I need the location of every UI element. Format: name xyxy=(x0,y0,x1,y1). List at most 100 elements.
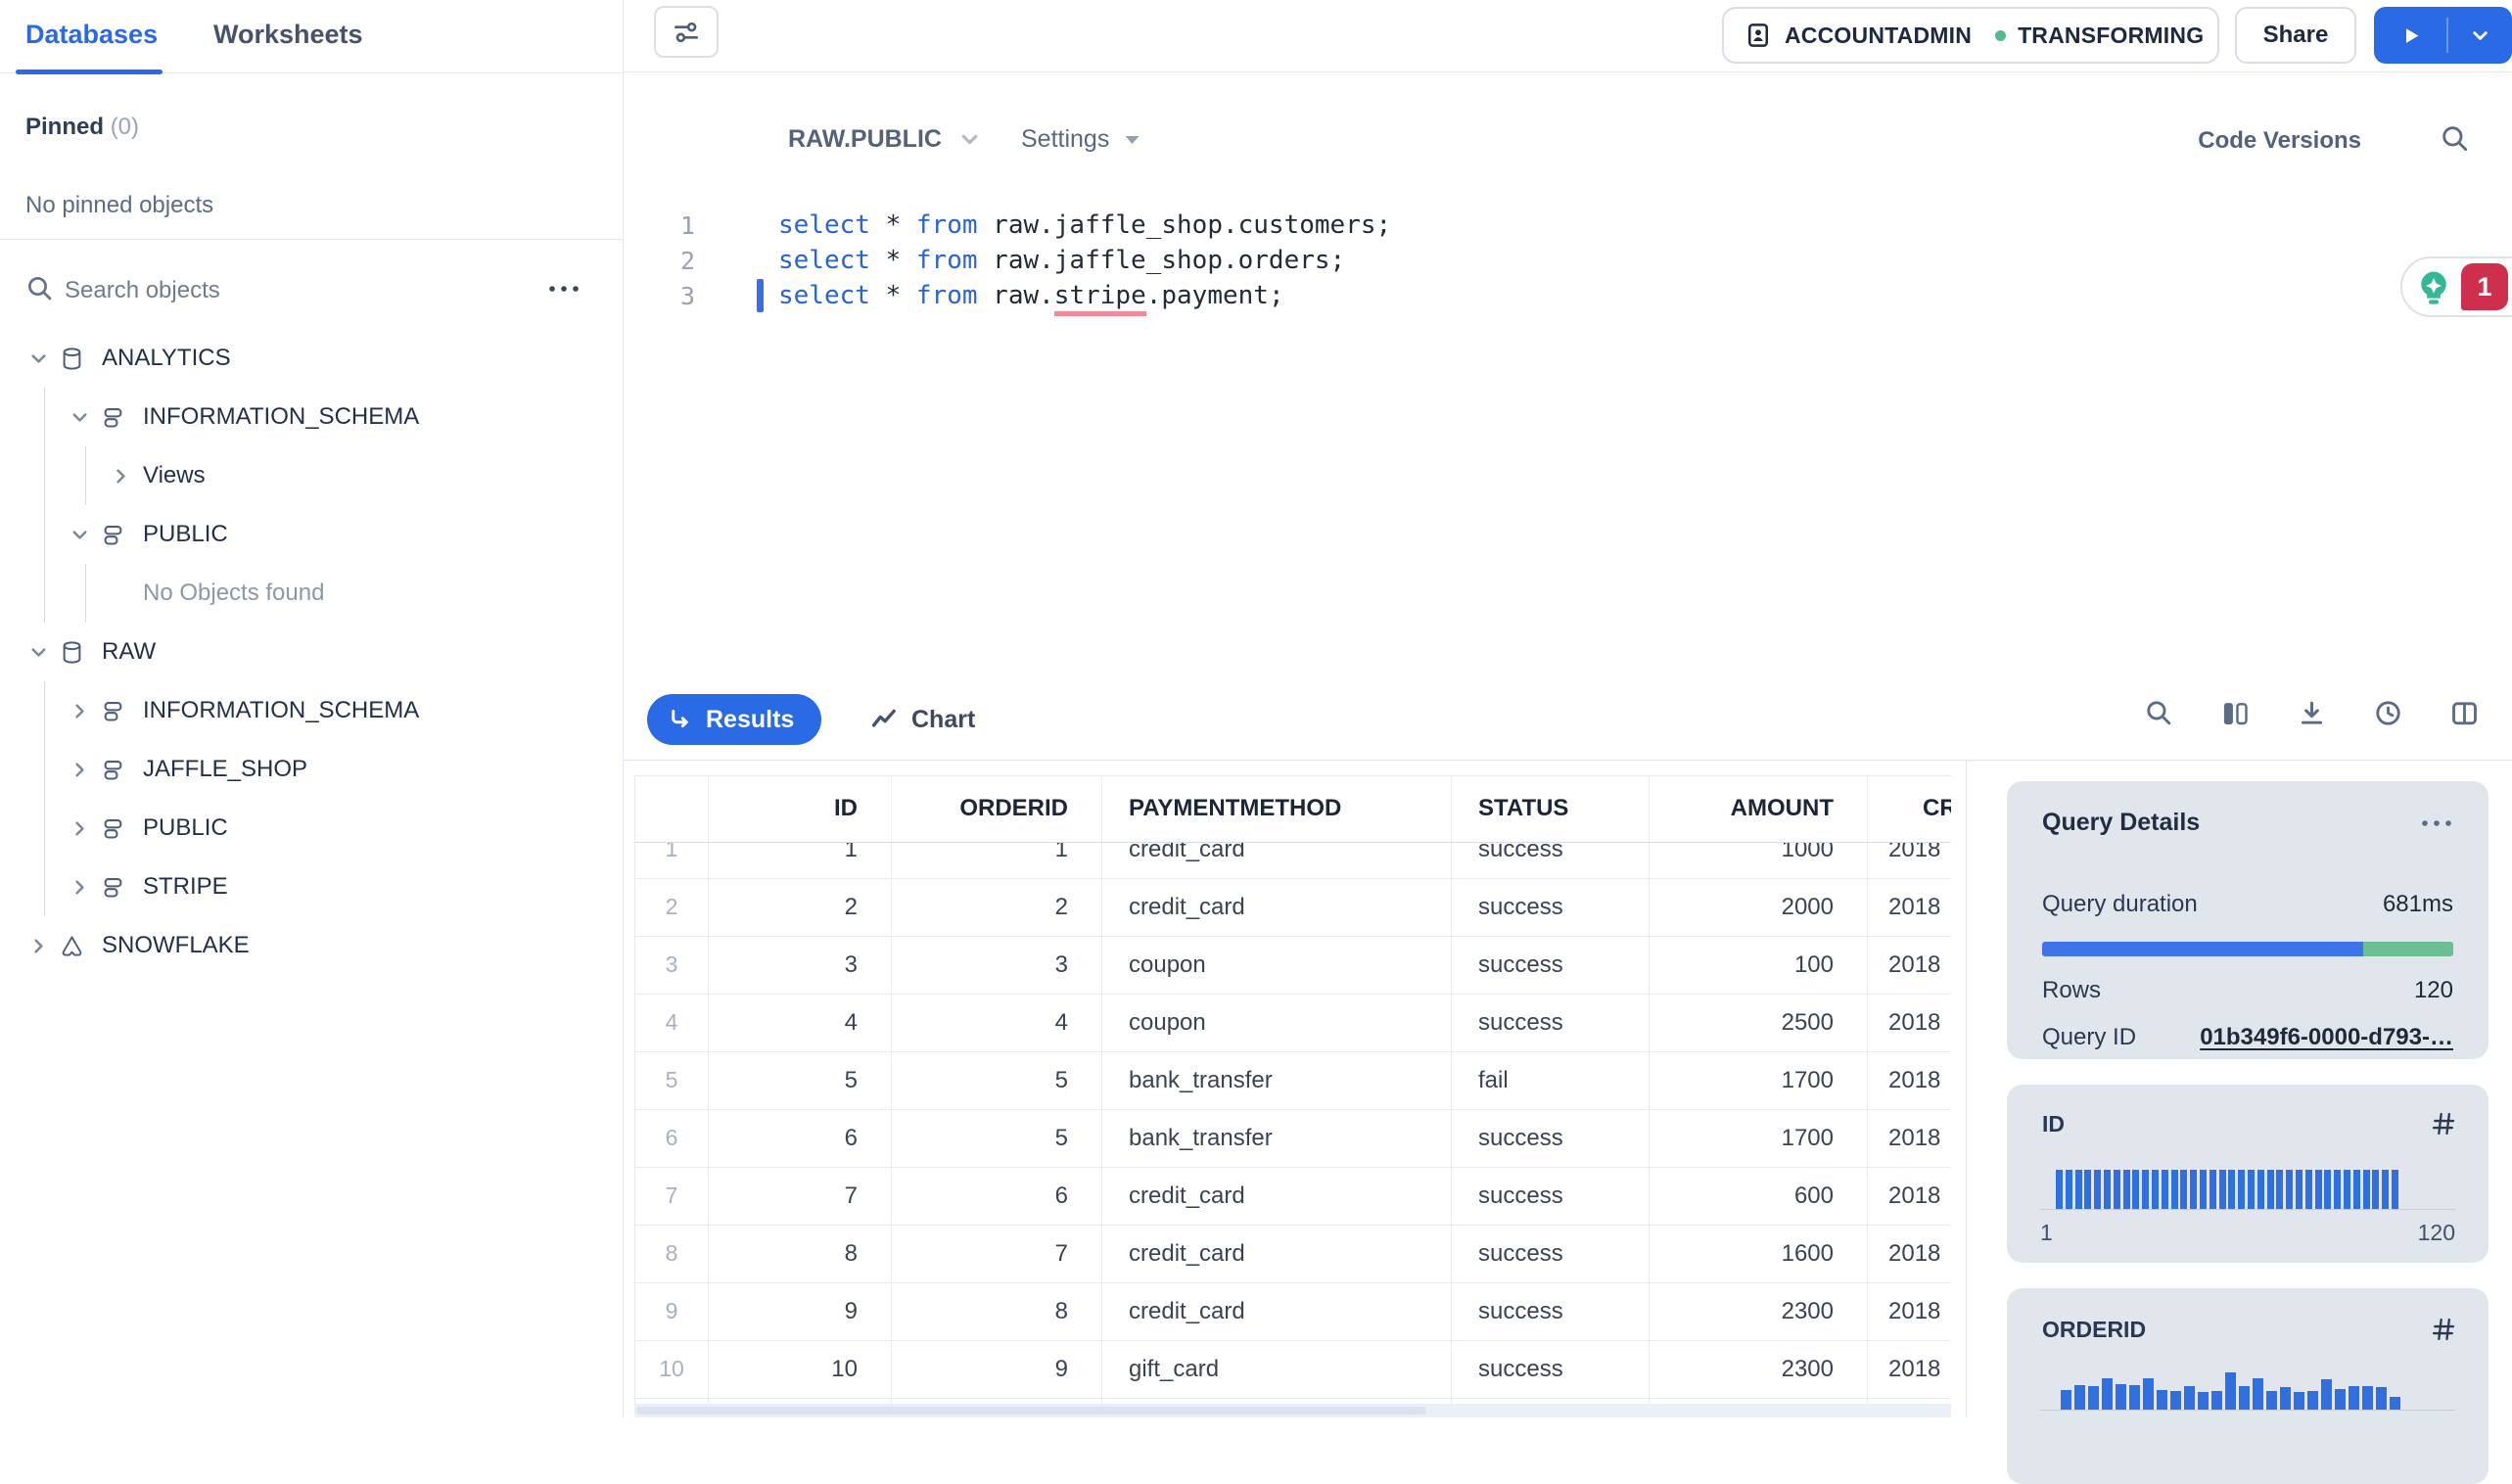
table-cell[interactable]: success xyxy=(1452,879,1650,936)
table-cell[interactable]: 8 xyxy=(892,1283,1102,1340)
query-id-link[interactable]: 01b349f6-0000-d793-… xyxy=(2200,1024,2453,1050)
table-cell[interactable]: 2018 xyxy=(1868,995,1951,1051)
tree-item-snowflake[interactable]: SNOWFLAKE xyxy=(0,916,624,975)
table-cell[interactable]: success xyxy=(1452,937,1650,994)
sql-editor[interactable]: 1 select * from raw.jaffle_shop.customers… xyxy=(624,208,2512,316)
table-cell[interactable]: 2018 xyxy=(1868,1226,1951,1282)
tree-item-jaffle-shop[interactable]: JAFFLE_SHOP xyxy=(0,740,624,799)
code-line[interactable]: 3 select * from raw.stripe.payment; xyxy=(624,278,2512,316)
table-cell[interactable]: gift_card xyxy=(1102,1341,1452,1398)
table-cell[interactable]: 2300 xyxy=(1650,1283,1868,1340)
table-cell[interactable]: credit_card xyxy=(1102,879,1452,936)
chevron-right-icon[interactable] xyxy=(67,698,92,723)
tab-results[interactable]: Results xyxy=(647,694,822,745)
table-row[interactable]: 3 3 3 coupon success 100 2018 xyxy=(635,937,1951,995)
share-button[interactable]: Share xyxy=(2235,7,2356,64)
column-header-created[interactable]: CREATED xyxy=(1868,776,1951,842)
columns-icon[interactable] xyxy=(2219,697,2251,728)
table-cell[interactable]: fail xyxy=(1452,1052,1650,1109)
horizontal-scrollbar[interactable] xyxy=(634,1404,1951,1417)
table-cell[interactable]: 2018 xyxy=(1868,1110,1951,1167)
table-cell[interactable]: 100 xyxy=(1650,937,1868,994)
table-cell[interactable]: bank_transfer xyxy=(1102,1052,1452,1109)
table-cell[interactable]: 1700 xyxy=(1650,1110,1868,1167)
table-cell[interactable]: 5 xyxy=(709,1052,892,1109)
table-row[interactable]: 4 4 4 coupon success 2500 2018 xyxy=(635,995,1951,1052)
chevron-down-icon[interactable] xyxy=(25,639,51,665)
table-cell[interactable]: 2018 xyxy=(1868,937,1951,994)
chevron-right-icon[interactable] xyxy=(67,757,92,782)
table-cell[interactable]: 600 xyxy=(1650,1168,1868,1225)
table-cell[interactable]: 5 xyxy=(892,1052,1102,1109)
table-cell[interactable]: bank_transfer xyxy=(1102,1110,1452,1167)
download-icon[interactable] xyxy=(2296,697,2327,728)
column-header-paymentmethod[interactable]: PAYMENTMETHOD xyxy=(1102,776,1452,842)
table-row[interactable]: 7 7 6 credit_card success 600 2018 xyxy=(635,1168,1951,1226)
tree-item-information-schema[interactable]: INFORMATION_SCHEMA xyxy=(0,681,624,740)
table-row[interactable]: 2 2 2 credit_card success 2000 2018 xyxy=(635,879,1951,937)
table-cell[interactable]: 5 xyxy=(892,1110,1102,1167)
tree-item-stripe[interactable]: STRIPE xyxy=(0,858,624,916)
chevron-down-icon[interactable] xyxy=(67,404,92,430)
table-cell[interactable]: 2018 xyxy=(1868,1052,1951,1109)
table-cell[interactable]: 2000 xyxy=(1650,879,1868,936)
table-cell[interactable]: 2300 xyxy=(1650,1341,1868,1398)
tree-item-analytics[interactable]: ANALYTICS xyxy=(0,329,624,388)
table-cell[interactable]: success xyxy=(1452,1341,1650,1398)
table-row[interactable]: 10 10 9 gift_card success 2300 2018 xyxy=(635,1341,1951,1399)
code-line[interactable]: 1 select * from raw.jaffle_shop.customers… xyxy=(624,208,2512,243)
table-cell[interactable]: credit_card xyxy=(1102,1283,1452,1340)
chevron-down-icon[interactable] xyxy=(67,522,92,547)
table-cell[interactable]: 7 xyxy=(709,1168,892,1225)
table-cell[interactable]: 2018 xyxy=(1868,1283,1951,1340)
column-header-orderid[interactable]: ORDERID xyxy=(892,776,1102,842)
chevron-right-icon[interactable] xyxy=(67,815,92,841)
results-search-icon[interactable] xyxy=(2143,697,2174,728)
table-cell[interactable]: coupon xyxy=(1102,995,1452,1051)
chevron-right-icon[interactable] xyxy=(25,933,51,958)
code-versions-link[interactable]: Code Versions xyxy=(2198,127,2361,154)
column-header-amount[interactable]: AMOUNT xyxy=(1650,776,1868,842)
table-cell[interactable]: 3 xyxy=(709,937,892,994)
sidebar-more-menu-icon[interactable] xyxy=(547,284,581,294)
run-button[interactable] xyxy=(2374,7,2446,64)
chevron-down-icon[interactable] xyxy=(25,346,51,371)
history-clock-icon[interactable] xyxy=(2372,697,2403,728)
table-cell[interactable]: credit_card xyxy=(1102,1226,1452,1282)
table-cell[interactable]: success xyxy=(1452,1283,1650,1340)
table-cell[interactable]: 10 xyxy=(709,1341,892,1398)
chevron-right-icon[interactable] xyxy=(108,463,133,488)
table-cell[interactable]: 2018 xyxy=(1868,879,1951,936)
tree-item-public[interactable]: PUBLIC xyxy=(0,799,624,858)
row-number-header[interactable] xyxy=(635,776,709,842)
table-cell[interactable]: success xyxy=(1452,995,1650,1051)
split-panel-icon[interactable] xyxy=(2448,697,2480,728)
tree-item-raw[interactable]: RAW xyxy=(0,623,624,681)
column-header-id[interactable]: ID xyxy=(709,776,892,842)
table-cell[interactable]: success xyxy=(1452,1110,1650,1167)
tree-item-views[interactable]: Views xyxy=(0,446,624,505)
table-cell[interactable]: 8 xyxy=(709,1226,892,1282)
column-header-status[interactable]: STATUS xyxy=(1452,776,1650,842)
tree-item-information-schema[interactable]: INFORMATION_SCHEMA xyxy=(0,388,624,446)
table-cell[interactable]: 1700 xyxy=(1650,1052,1868,1109)
table-row[interactable]: 9 9 8 credit_card success 2300 2018 xyxy=(635,1283,1951,1341)
table-cell[interactable]: 2 xyxy=(892,879,1102,936)
search-objects-input[interactable] xyxy=(63,270,478,311)
table-cell[interactable]: 9 xyxy=(709,1283,892,1340)
filters-button[interactable] xyxy=(654,6,719,58)
database-schema-selector[interactable]: RAW.PUBLIC xyxy=(788,125,982,154)
tree-item-public[interactable]: PUBLIC xyxy=(0,505,624,564)
editor-search-icon[interactable] xyxy=(2440,123,2471,155)
query-details-menu-icon[interactable] xyxy=(2420,818,2453,828)
table-row[interactable]: 5 5 5 bank_transfer fail 1700 2018 xyxy=(635,1052,1951,1110)
table-cell[interactable]: 2018 xyxy=(1868,1168,1951,1225)
table-row[interactable]: 8 8 7 credit_card success 1600 2018 xyxy=(635,1226,1951,1283)
table-cell[interactable]: credit_card xyxy=(1102,1168,1452,1225)
copilot-suggestions-pill[interactable]: 1 xyxy=(2400,256,2512,317)
tab-worksheets[interactable]: Worksheets xyxy=(213,20,363,49)
code-line[interactable]: 2 select * from raw.jaffle_shop.orders; xyxy=(624,243,2512,278)
context-role-warehouse-button[interactable]: ACCOUNTADMIN TRANSFORMING xyxy=(1722,7,2219,64)
table-cell[interactable]: coupon xyxy=(1102,937,1452,994)
settings-dropdown[interactable]: Settings xyxy=(1021,125,1141,154)
